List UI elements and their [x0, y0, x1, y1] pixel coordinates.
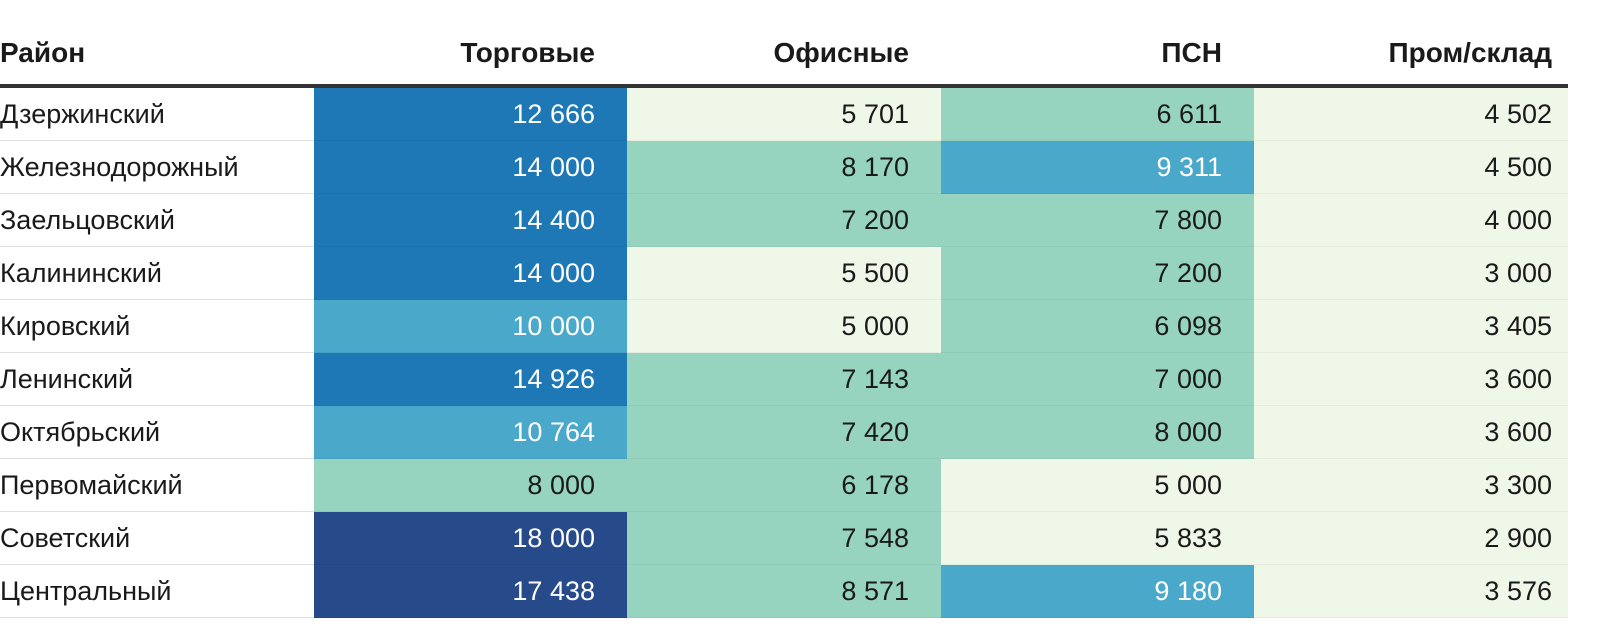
table-row: Калининский 14 000 5 500 7 200 3 000 — [0, 247, 1568, 300]
table-row: Кировский 10 000 5 000 6 098 3 405 — [0, 300, 1568, 353]
industrial-value-cell: 3 600 — [1254, 406, 1568, 459]
psn-value-cell: 7 200 — [941, 247, 1254, 300]
header-psn: ПСН — [1161, 37, 1222, 68]
office-value-cell: 7 143 — [627, 353, 941, 406]
retail-value-cell: 17 438 — [314, 565, 627, 618]
header-retail: Торговые — [460, 37, 595, 68]
industrial-value-cell: 3 600 — [1254, 353, 1568, 406]
industrial-value-cell: 4 500 — [1254, 141, 1568, 194]
retail-value-cell: 10 000 — [314, 300, 627, 353]
district-name: Железнодорожный — [0, 141, 314, 194]
psn-value-cell: 7 000 — [941, 353, 1254, 406]
table-row: Первомайский 8 000 6 178 5 000 3 300 — [0, 459, 1568, 512]
office-value-cell: 8 571 — [627, 565, 941, 618]
office-value-cell: 7 548 — [627, 512, 941, 565]
retail-value-cell: 14 000 — [314, 247, 627, 300]
retail-value-cell: 8 000 — [314, 459, 627, 512]
heatmap-table: Район Торговые Офисные ПСН Пром/склад Дз… — [0, 22, 1568, 618]
district-name: Советский — [0, 512, 314, 565]
retail-value-cell: 14 926 — [314, 353, 627, 406]
industrial-value-cell: 3 300 — [1254, 459, 1568, 512]
table-header: Район Торговые Офисные ПСН Пром/склад — [0, 22, 1568, 88]
psn-value-cell: 5 833 — [941, 512, 1254, 565]
retail-value-cell: 10 764 — [314, 406, 627, 459]
retail-value-cell: 14 000 — [314, 141, 627, 194]
retail-value-cell: 12 666 — [314, 88, 627, 141]
office-value-cell: 5 000 — [627, 300, 941, 353]
table-row: Центральный 17 438 8 571 9 180 3 576 — [0, 565, 1568, 618]
district-name: Дзержинский — [0, 88, 314, 141]
office-value-cell: 7 200 — [627, 194, 941, 247]
psn-value-cell: 5 000 — [941, 459, 1254, 512]
office-value-cell: 5 500 — [627, 247, 941, 300]
industrial-value-cell: 3 000 — [1254, 247, 1568, 300]
header-office: Офисные — [773, 37, 909, 68]
retail-value-cell: 18 000 — [314, 512, 627, 565]
office-value-cell: 8 170 — [627, 141, 941, 194]
table-row: Дзержинский 12 666 5 701 6 611 4 502 — [0, 88, 1568, 141]
industrial-value-cell: 3 405 — [1254, 300, 1568, 353]
office-value-cell: 6 178 — [627, 459, 941, 512]
district-name: Калининский — [0, 247, 314, 300]
industrial-value-cell: 2 900 — [1254, 512, 1568, 565]
header-industrial: Пром/склад — [1388, 37, 1552, 68]
district-name: Первомайский — [0, 459, 314, 512]
district-name: Октябрьский — [0, 406, 314, 459]
psn-value-cell: 9 311 — [941, 141, 1254, 194]
district-name: Ленинский — [0, 353, 314, 406]
table-row: Октябрьский 10 764 7 420 8 000 3 600 — [0, 406, 1568, 459]
psn-value-cell: 6 098 — [941, 300, 1254, 353]
psn-value-cell: 7 800 — [941, 194, 1254, 247]
header-district: Район — [0, 37, 86, 68]
table-body: Дзержинский 12 666 5 701 6 611 4 502 Железнод… — [0, 88, 1568, 618]
psn-value-cell: 6 611 — [941, 88, 1254, 141]
psn-value-cell: 8 000 — [941, 406, 1254, 459]
industrial-value-cell: 4 000 — [1254, 194, 1568, 247]
retail-value-cell: 14 400 — [314, 194, 627, 247]
district-name: Центральный — [0, 565, 314, 618]
office-value-cell: 5 701 — [627, 88, 941, 141]
table-row: Железнодорожный 14 000 8 170 9 311 4 500 — [0, 141, 1568, 194]
industrial-value-cell: 4 502 — [1254, 88, 1568, 141]
table-row: Советский 18 000 7 548 5 833 2 900 — [0, 512, 1568, 565]
psn-value-cell: 9 180 — [941, 565, 1254, 618]
district-name: Заельцовский — [0, 194, 314, 247]
table-row: Ленинский 14 926 7 143 7 000 3 600 — [0, 353, 1568, 406]
industrial-value-cell: 3 576 — [1254, 565, 1568, 618]
table-row: Заельцовский 14 400 7 200 7 800 4 000 — [0, 194, 1568, 247]
district-name: Кировский — [0, 300, 314, 353]
office-value-cell: 7 420 — [627, 406, 941, 459]
